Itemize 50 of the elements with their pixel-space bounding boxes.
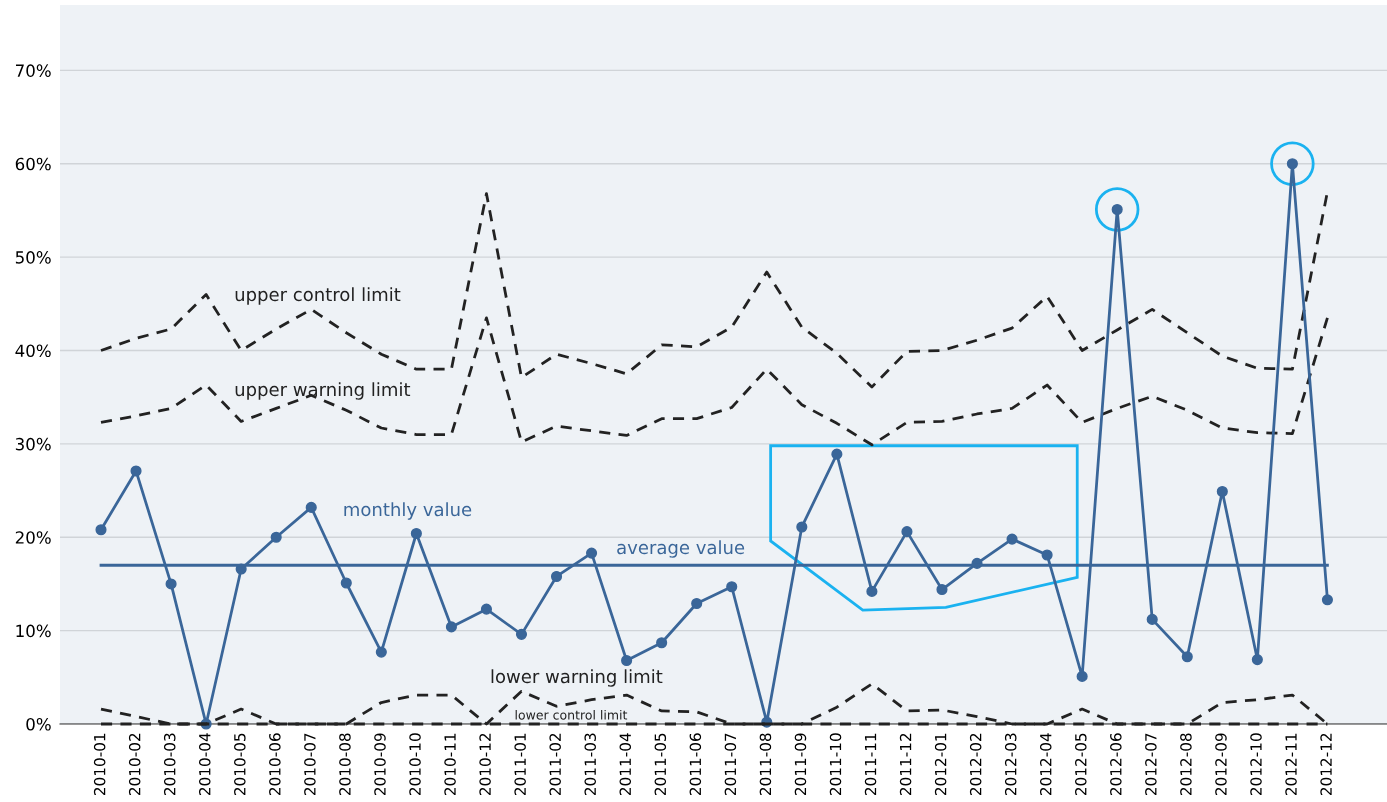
x-tick-label: 2012-07 [1145, 733, 1157, 796]
x-tick-label: 2012-11 [1285, 733, 1297, 796]
x-tick-label: 2011-01 [514, 733, 526, 796]
x-tick-label: 2010-03 [163, 733, 176, 796]
x-tick-label: 2012-08 [1180, 733, 1192, 796]
y-tick-label: 60% [15, 157, 51, 171]
x-tick-label: 2010-07 [304, 733, 316, 796]
y-tick-label: 10% [16, 624, 51, 638]
x-tick-label: 2010-02 [128, 733, 141, 796]
x-tick-label: 2010-09 [374, 733, 386, 796]
y-tick-label: 70% [15, 64, 51, 77]
y-tick-label: 40% [15, 344, 51, 358]
x-tick-label: 2011-10 [829, 733, 842, 796]
x-tick-label: 2010-12 [479, 733, 491, 796]
series-label: monthly value [344, 502, 472, 520]
x-tick-label: 2012-10 [1250, 733, 1262, 796]
x-tick-label: 2012-05 [1075, 733, 1087, 796]
x-tick-label: 2012-09 [1215, 733, 1227, 796]
x-tick-label: 2010-08 [339, 733, 351, 796]
x-tick-label: 2010-05 [234, 733, 246, 796]
x-tick-label: 2010-06 [269, 733, 281, 796]
y-tick-label: 50% [15, 251, 51, 264]
series-label: lower control limit [515, 709, 628, 720]
x-tick-label: 2010-01 [93, 733, 106, 796]
series-label: lower warning limit [491, 669, 663, 687]
series-label: average value [617, 540, 745, 558]
series-label: upper warning limit [235, 382, 411, 400]
series-label: upper control limit [235, 287, 401, 305]
x-tick-label: 2011-05 [654, 733, 667, 796]
x-tick-label: 2011-11 [864, 733, 877, 796]
y-tick-label: 30% [15, 437, 51, 451]
x-tick-label: 2011-04 [619, 733, 632, 796]
x-tick-label: 2010-10 [409, 733, 421, 796]
x-tick-label: 2012-12 [1320, 733, 1332, 796]
x-tick-label: 2012-04 [1039, 733, 1052, 796]
x-tick-label: 2012-03 [1004, 733, 1017, 796]
x-tick-label: 2011-12 [899, 733, 912, 796]
x-tick-label: 2010-11 [444, 733, 456, 796]
x-tick-label: 2011-02 [549, 733, 561, 796]
y-tick-label: 20% [15, 531, 51, 544]
x-tick-label: 2011-03 [584, 733, 596, 796]
y-tick-label: 0% [26, 717, 51, 731]
x-tick-label: 2011-09 [794, 733, 807, 796]
x-tick-label: 2011-07 [724, 733, 737, 796]
x-tick-label: 2012-02 [969, 733, 982, 796]
x-tick-label: 2011-08 [759, 733, 772, 796]
x-tick-label: 2010-04 [199, 733, 211, 796]
x-tick-label: 2011-06 [689, 733, 702, 796]
x-tick-label: 2012-01 [934, 733, 947, 796]
x-tick-label: 2012-06 [1110, 733, 1122, 796]
